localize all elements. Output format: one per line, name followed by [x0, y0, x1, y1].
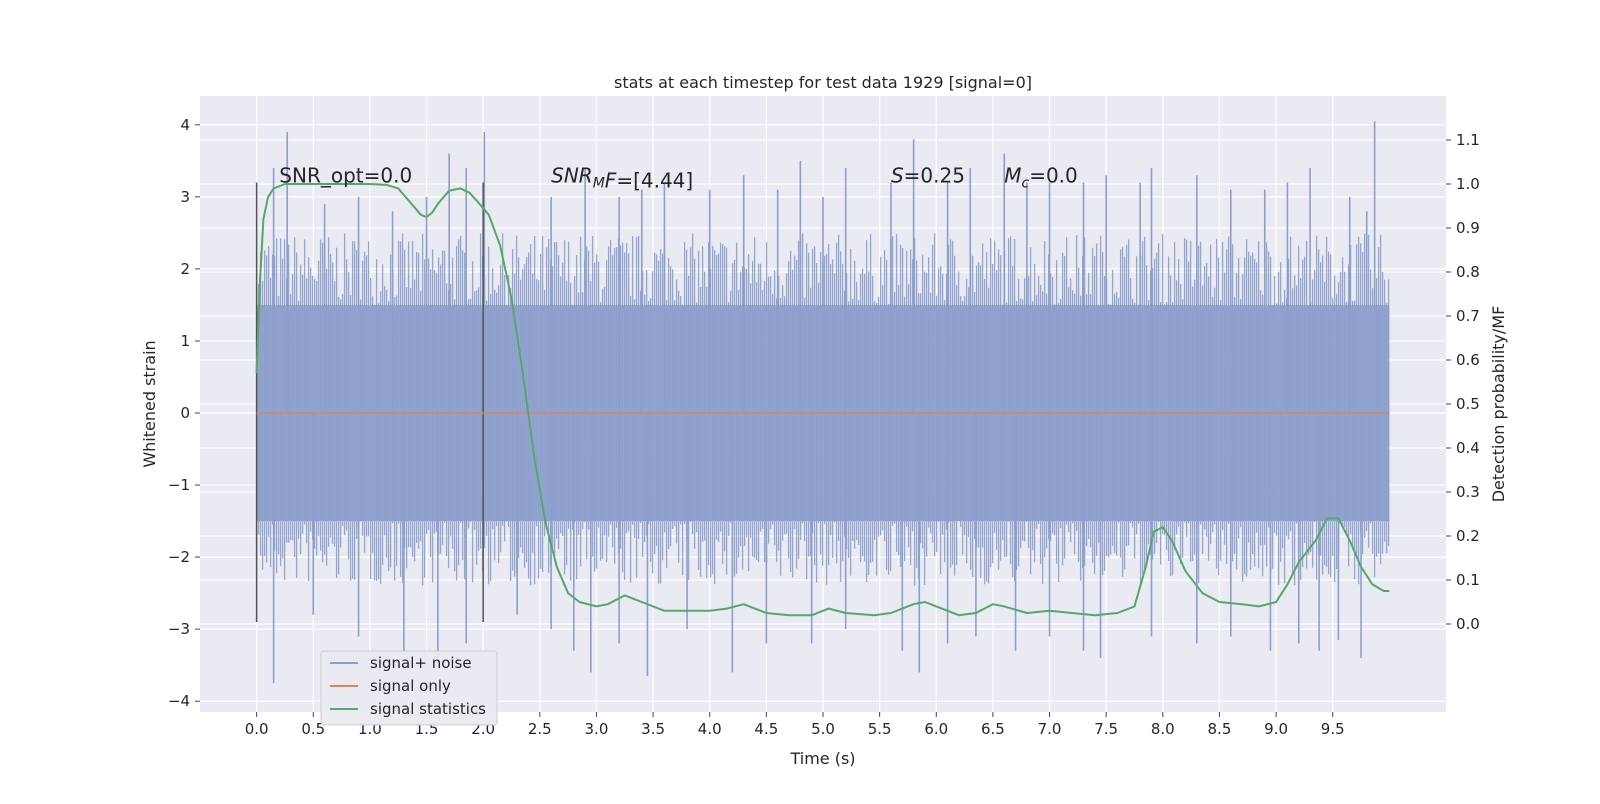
- x-tick-label: 0.5: [301, 720, 325, 738]
- y-left-tick-label: 4: [180, 116, 190, 134]
- x-tick-label: 6.5: [981, 720, 1005, 738]
- y-left-tick-label: 1: [180, 332, 190, 350]
- x-tick-label: 4.0: [698, 720, 722, 738]
- x-tick-label: 3.5: [641, 720, 665, 738]
- y-right-tick-label: 0.0: [1456, 615, 1480, 633]
- x-tick-label: 7.0: [1038, 720, 1062, 738]
- x-tick-label: 6.0: [924, 720, 948, 738]
- y-left-tick-label: 2: [180, 260, 190, 278]
- y-right-tick-label: 0.5: [1456, 395, 1480, 413]
- y-right-tick-label: 1.0: [1456, 175, 1480, 193]
- legend-label-signal-statistics: signal statistics: [370, 700, 486, 718]
- y-right-tick-label: 0.3: [1456, 483, 1480, 501]
- x-axis-label: Time (s): [789, 749, 855, 768]
- segment-markers: [255, 182, 484, 622]
- x-tick-label: 8.5: [1208, 720, 1232, 738]
- y-left-tick-label: 3: [180, 188, 190, 206]
- signal-statistics-line: [255, 183, 1390, 617]
- x-tick-label: 9.0: [1264, 720, 1288, 738]
- y-left-tick-label: −2: [168, 548, 190, 566]
- chart-title: stats at each timestep for test data 192…: [614, 73, 1032, 92]
- annotation-3: Mc=0.0: [1004, 163, 1078, 191]
- x-tick-label: 5.5: [868, 720, 892, 738]
- x-tick-label: 5.0: [811, 720, 835, 738]
- annotations: SNR_opt=0.0 SNRMF=[4.44] S=0.25 Mc=0.0: [279, 163, 1077, 192]
- x-tick-label: 0.0: [245, 720, 269, 738]
- annotation-2: S=0.25: [891, 163, 965, 187]
- y-right-tick-label: 0.4: [1456, 439, 1480, 457]
- x-tick-label: 2.5: [528, 720, 552, 738]
- y-right-tick-label: 0.6: [1456, 351, 1480, 369]
- y-right-tick-label: 0.7: [1456, 307, 1480, 325]
- legend-label-signal-noise: signal+ noise: [370, 654, 472, 672]
- legend-label-signal-only: signal only: [370, 677, 451, 695]
- x-tick-label: 4.5: [754, 720, 778, 738]
- y-axis-label-left: Whitened strain: [140, 340, 159, 467]
- y-right-tick-label: 0.9: [1456, 219, 1480, 237]
- y-left-tick-label: 0: [180, 404, 190, 422]
- annotation-1: SNRMF=[4.44]: [551, 163, 693, 192]
- legend-box: [320, 650, 498, 726]
- x-tick-label: 3.0: [585, 720, 609, 738]
- y-right-tick-label: 0.1: [1456, 571, 1480, 589]
- legend: signal+ noise signal only signal statist…: [320, 650, 498, 726]
- annotation-0: SNR_opt=0.0: [279, 163, 412, 187]
- y-right-tick-label: 0.8: [1456, 263, 1480, 281]
- y-left-tick-label: −3: [168, 620, 190, 638]
- y-left-tick-label: −1: [168, 476, 190, 494]
- y-axis-label-right: Detection probability/MF: [1489, 306, 1508, 503]
- signal-statistics-series: [255, 183, 1390, 617]
- y-right-tick-label: 0.2: [1456, 527, 1480, 545]
- y-right-tick-label: 1.1: [1456, 131, 1480, 149]
- x-tick-label: 8.0: [1151, 720, 1175, 738]
- y-left-tick-label: −4: [168, 692, 190, 710]
- x-tick-label: 7.5: [1094, 720, 1118, 738]
- x-tick-label: 9.5: [1321, 720, 1345, 738]
